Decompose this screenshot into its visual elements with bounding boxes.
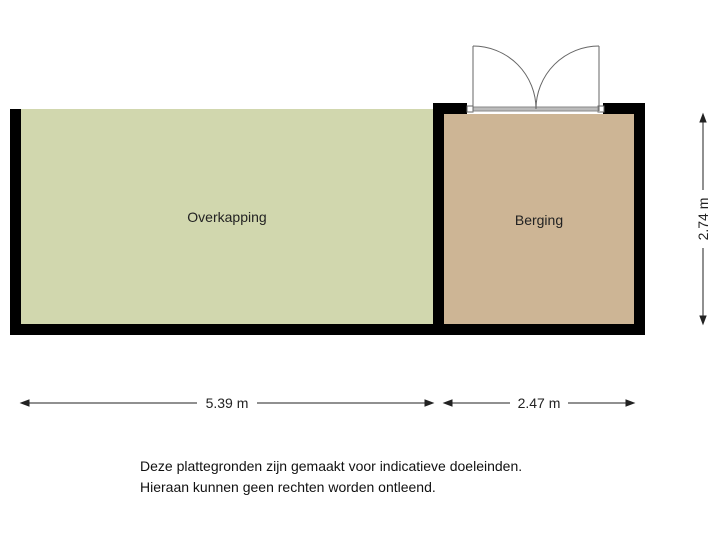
dimension-berging-depth: 2.74 m: [695, 198, 711, 241]
room-label-overkapping: Overkapping: [187, 209, 266, 225]
dimension-berging-width: 2.47 m: [518, 395, 561, 411]
double-door-icon: [466, 45, 605, 113]
walls: [10, 103, 645, 335]
disclaimer-line-1: Deze plattegronden zijn gemaakt voor ind…: [140, 458, 523, 474]
dimension-line-overkapping: [19, 399, 435, 407]
disclaimer-line-2: Hieraan kunnen geen rechten worden ontle…: [140, 479, 436, 495]
dimension-line-berging-depth: [699, 112, 707, 326]
room-overkapping: [21, 109, 433, 324]
dimension-line-berging: [442, 399, 636, 407]
room-berging: [444, 114, 634, 324]
dimension-overkapping-width: 5.39 m: [206, 395, 249, 411]
room-label-berging: Berging: [515, 212, 563, 228]
